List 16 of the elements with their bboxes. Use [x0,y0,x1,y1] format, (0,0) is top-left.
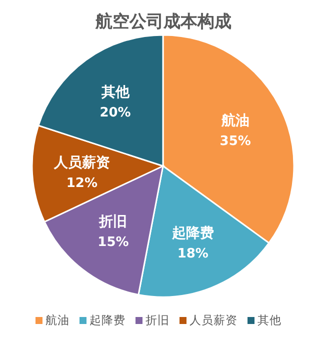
data-label: 20% [100,105,131,120]
data-label: 18% [177,246,208,262]
slice-label: 人员薪资 [52,155,110,172]
slice-label: 航油 [220,112,250,130]
data-label: 15% [98,235,129,250]
legend-label: 航油 [46,313,70,327]
legend-label: 折旧 [146,313,170,327]
legend-label: 其他 [258,313,282,327]
slice-label: 折旧 [98,214,128,230]
slice-label: 起降费 [170,226,214,242]
data-label: 12% [66,176,98,192]
data-label: 35% [220,134,251,150]
legend-label: 起降费 [90,313,126,327]
chart-title: 航空公司成本构成 [94,12,232,32]
slice-label: 其他 [100,84,130,100]
legend-label: 人员薪资 [190,313,238,327]
